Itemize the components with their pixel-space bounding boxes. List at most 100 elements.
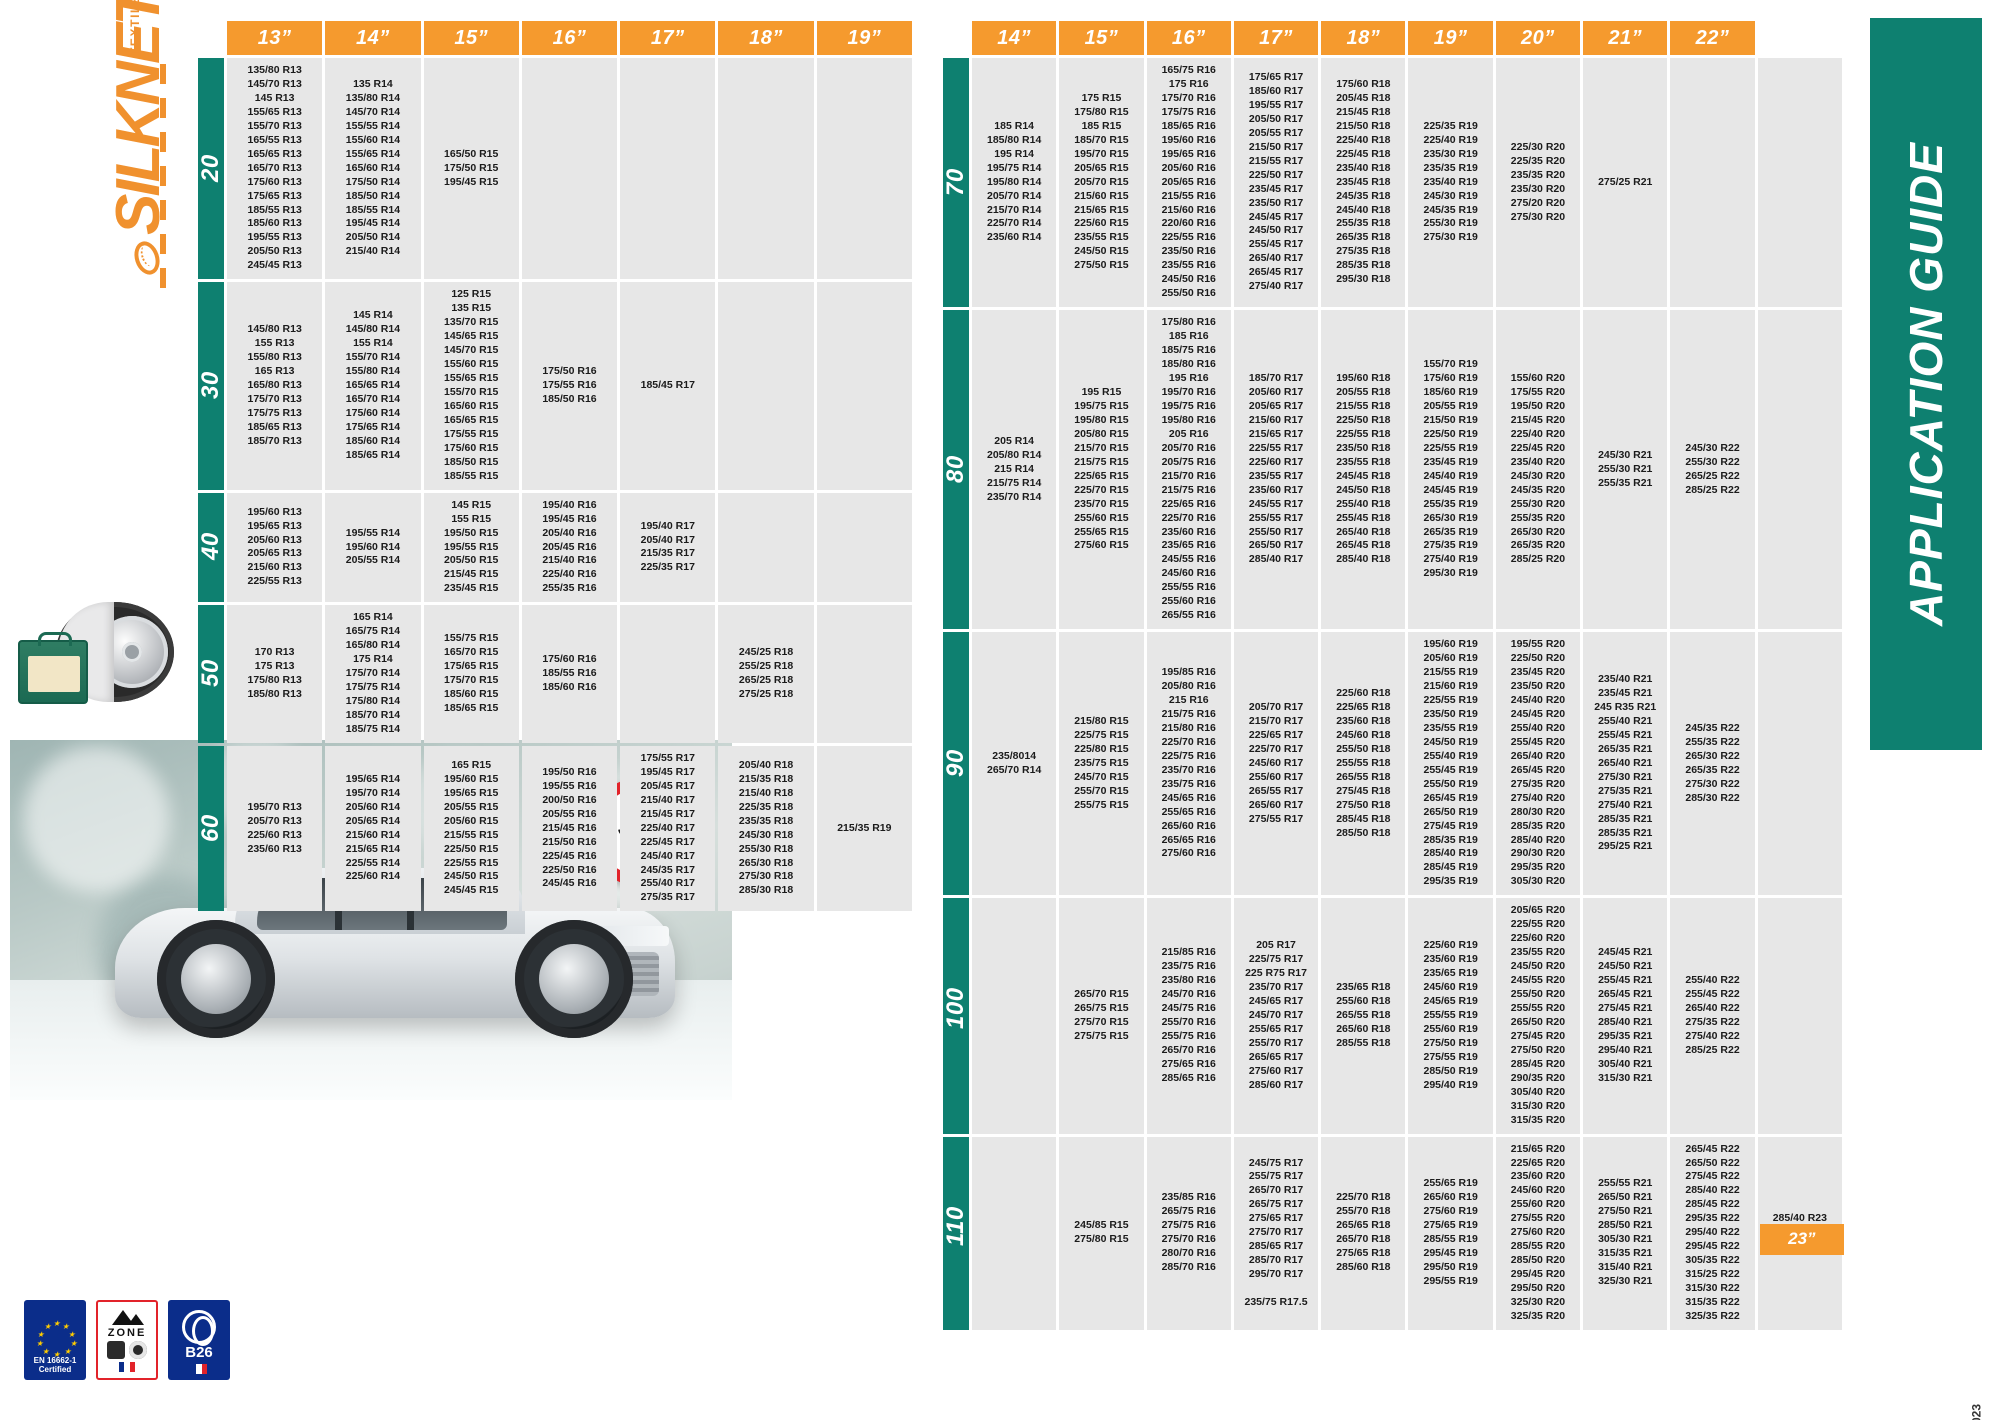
table-row: 60 195/70 R13 205/70 R13 225/60 R13 235/6…: [197, 745, 912, 912]
row-label-50: 50: [197, 605, 224, 743]
cell-20-18in: [718, 58, 814, 280]
column-header-9: 22”: [1670, 21, 1755, 55]
silknet-ring-icon: [130, 238, 164, 278]
cell-60-17in: 175/55 R17 195/45 R17 205/45 R17 215/40 …: [620, 745, 716, 912]
row-label-60: 60: [197, 745, 224, 912]
row-label-text: 100: [942, 987, 969, 1029]
row-label-100: 100: [942, 898, 969, 1134]
cell-70-18in: 175/60 R18 205/45 R18 215/45 R18 215/50 …: [1321, 58, 1406, 308]
cell-70-23in: [1757, 58, 1842, 308]
row-label-text: 110: [942, 1206, 969, 1247]
cell-100-19in: 225/60 R19 235/60 R19 235/65 R19 245/60 …: [1408, 898, 1493, 1134]
cell-60-13in: 195/70 R13 205/70 R13 225/60 R13 235/60 …: [227, 745, 323, 912]
row-label-20: 20: [197, 58, 224, 280]
row-label-text: 50: [197, 659, 224, 688]
logo-dashes-decoration: [160, 64, 166, 304]
column-header-1: 14”: [972, 21, 1057, 55]
cell-30-13in: 145/80 R13 155 R13 155/80 R13 165 R13 16…: [227, 282, 323, 490]
cell-110-14in: [972, 1136, 1057, 1330]
cell-80-17in: 185/70 R17 205/60 R17 205/65 R17 215/60 …: [1233, 310, 1319, 630]
cell-110-20in: 215/65 R20 225/65 R20 235/60 R20 245/60 …: [1495, 1136, 1581, 1330]
cell-110-17in: 245/75 R17 255/75 R17 265/70 R17 265/75 …: [1233, 1136, 1319, 1330]
b26-label: B26: [185, 1344, 213, 1361]
row-label-text: 70: [942, 167, 969, 196]
cell-60-15in: 165 R15 195/60 R15 195/65 R15 205/55 R15…: [423, 745, 519, 912]
column-header-6: 18”: [718, 21, 814, 55]
column-header-7: 19”: [816, 21, 912, 55]
table-row: 30 145/80 R13 155 R13 155/80 R13 165 R13 …: [197, 282, 912, 490]
cell-100-22in: 255/40 R22 255/45 R22 265/40 R22 275/35 …: [1670, 898, 1755, 1134]
cell-20-14in: 135 R14 135/80 R14 145/70 R14 155/55 R14…: [325, 58, 421, 280]
cell-100-17in: 205 R17 225/75 R17 225 R75 R17 235/70 R1…: [1233, 898, 1319, 1134]
column-header-6: 19”: [1408, 21, 1493, 55]
cell-50-18in: 245/25 R18 255/25 R18 265/25 R18 275/25 …: [718, 605, 814, 743]
cell-90-19in: 195/60 R19 205/60 R19 215/55 R19 215/60 …: [1408, 632, 1493, 896]
column-header-1: 13”: [227, 21, 323, 55]
eu-cert-line2: Certified: [38, 1364, 72, 1374]
cell-50-13in: 170 R13 175 R13 175/80 R13 185/80 R13: [227, 605, 323, 743]
cell-70-16in: 165/75 R16 175 R16 175/70 R16 175/75 R16…: [1146, 58, 1231, 308]
cell-70-17in: 175/65 R17 185/60 R17 195/55 R17 205/50 …: [1233, 58, 1319, 308]
eu-certification-badge: ★ ★ ★ ★ ★ ★ ★ ★ ★ ★ EN 16662-1 Certified: [24, 1300, 86, 1380]
cell-90-14in: 235/8014 265/70 R14: [972, 632, 1057, 896]
cell-20-19in: [816, 58, 912, 280]
snow-chain-icon: [107, 1341, 125, 1360]
cell-80-16in: 175/80 R16 185 R16 185/75 R16 185/80 R16…: [1146, 310, 1231, 630]
cell-50-19in: [816, 605, 912, 743]
row-label-90: 90: [942, 632, 969, 896]
cell-90-22in: 245/35 R22 255/35 R22 265/30 R22 265/35 …: [1670, 632, 1755, 896]
cell-110-15in: 245/85 R15 275/80 R15: [1059, 1136, 1144, 1330]
cell-60-14in: 195/65 R14 195/70 R14 205/60 R14 205/65 …: [325, 745, 421, 912]
cell-30-14in: 145 R14 145/80 R14 155 R14 155/70 R14 15…: [325, 282, 421, 490]
cell-20-13in: 135/80 R13 145/70 R13 145 R13 155/65 R13…: [227, 58, 323, 280]
application-guide-title: APPLICATION GUIDE: [1900, 142, 1952, 626]
eu-stars-icon: ★ ★ ★ ★ ★ ★ ★ ★ ★ ★: [36, 1319, 78, 1359]
row-label-text: 60: [197, 813, 224, 842]
cell-40-14in: 195/55 R14 195/60 R14 205/55 R14: [325, 492, 421, 603]
cell-70-20in: 225/30 R20 225/35 R20 235/35 R20 235/30 …: [1495, 58, 1581, 308]
column-header-5: 17”: [620, 21, 716, 55]
column-header-2: 14”: [325, 21, 421, 55]
cell-40-19in: [816, 492, 912, 603]
cell-100-16in: 215/85 R16 235/75 R16 235/80 R16 245/70 …: [1146, 898, 1231, 1134]
cell-80-14in: 205 R14 205/80 R14 215 R14 215/75 R14 23…: [972, 310, 1057, 630]
cell-70-14in: 185 R14 185/80 R14 195 R14 195/75 R14 19…: [972, 58, 1057, 308]
cell-100-20in: 205/65 R20 225/55 R20 225/60 R20 235/55 …: [1495, 898, 1581, 1134]
brand-tagline: TEXTILE CHAIN: [128, 0, 142, 55]
cell-40-18in: [718, 492, 814, 603]
cell-110-19in: 255/65 R19 265/60 R19 275/60 R19 275/65 …: [1408, 1136, 1493, 1330]
column-header-3: 16”: [1146, 21, 1231, 55]
row-label-text: 40: [197, 532, 224, 561]
cell-30-16in: 175/50 R16 175/55 R16 185/50 R16: [521, 282, 618, 490]
cell-100-23in: [1757, 898, 1842, 1134]
column-header-23in: 23”: [1759, 1224, 1844, 1255]
cell-80-19in: 155/70 R19 175/60 R19 185/60 R19 205/55 …: [1408, 310, 1493, 630]
cell-90-21in: 235/40 R21 235/45 R21 245 R35 R21 255/40…: [1583, 632, 1668, 896]
column-header-7: 20”: [1495, 21, 1581, 55]
table-corner: [943, 21, 969, 55]
cell-30-15in: 125 R15 135 R15 135/70 R15 145/65 R15 14…: [423, 282, 519, 490]
cell-90-20in: 195/55 R20 225/50 R20 235/45 R20 235/50 …: [1495, 632, 1581, 896]
row-label-80: 80: [942, 310, 969, 630]
cell-60-19in: 215/35 R19: [816, 745, 912, 912]
eu-cert-line1: EN 16662-1: [33, 1355, 77, 1365]
application-guide-banner: APPLICATION GUIDE: [1870, 18, 1982, 750]
cell-30-17in: 185/45 R17: [620, 282, 716, 490]
cell-70-22in: [1670, 58, 1755, 308]
tyre-icon: [129, 1341, 147, 1360]
cell-40-15in: 145 R15 155 R15 195/50 R15 195/55 R15 20…: [423, 492, 519, 603]
zone-pictograms: [107, 1341, 147, 1360]
cell-90-15in: 215/80 R15 225/75 R15 225/80 R15 235/75 …: [1059, 632, 1144, 896]
row-label-text: 80: [942, 454, 969, 483]
cell-30-18in: [718, 282, 814, 490]
row-label-text: 30: [197, 371, 224, 399]
row-label-70: 70: [942, 58, 969, 308]
tyre-outline-icon: [182, 1310, 216, 1346]
column-header-2: 15”: [1059, 21, 1144, 55]
cell-100-21in: 245/45 R21 245/50 R21 255/45 R21 265/45 …: [1583, 898, 1668, 1134]
france-flag-icon-2: [191, 1364, 207, 1374]
